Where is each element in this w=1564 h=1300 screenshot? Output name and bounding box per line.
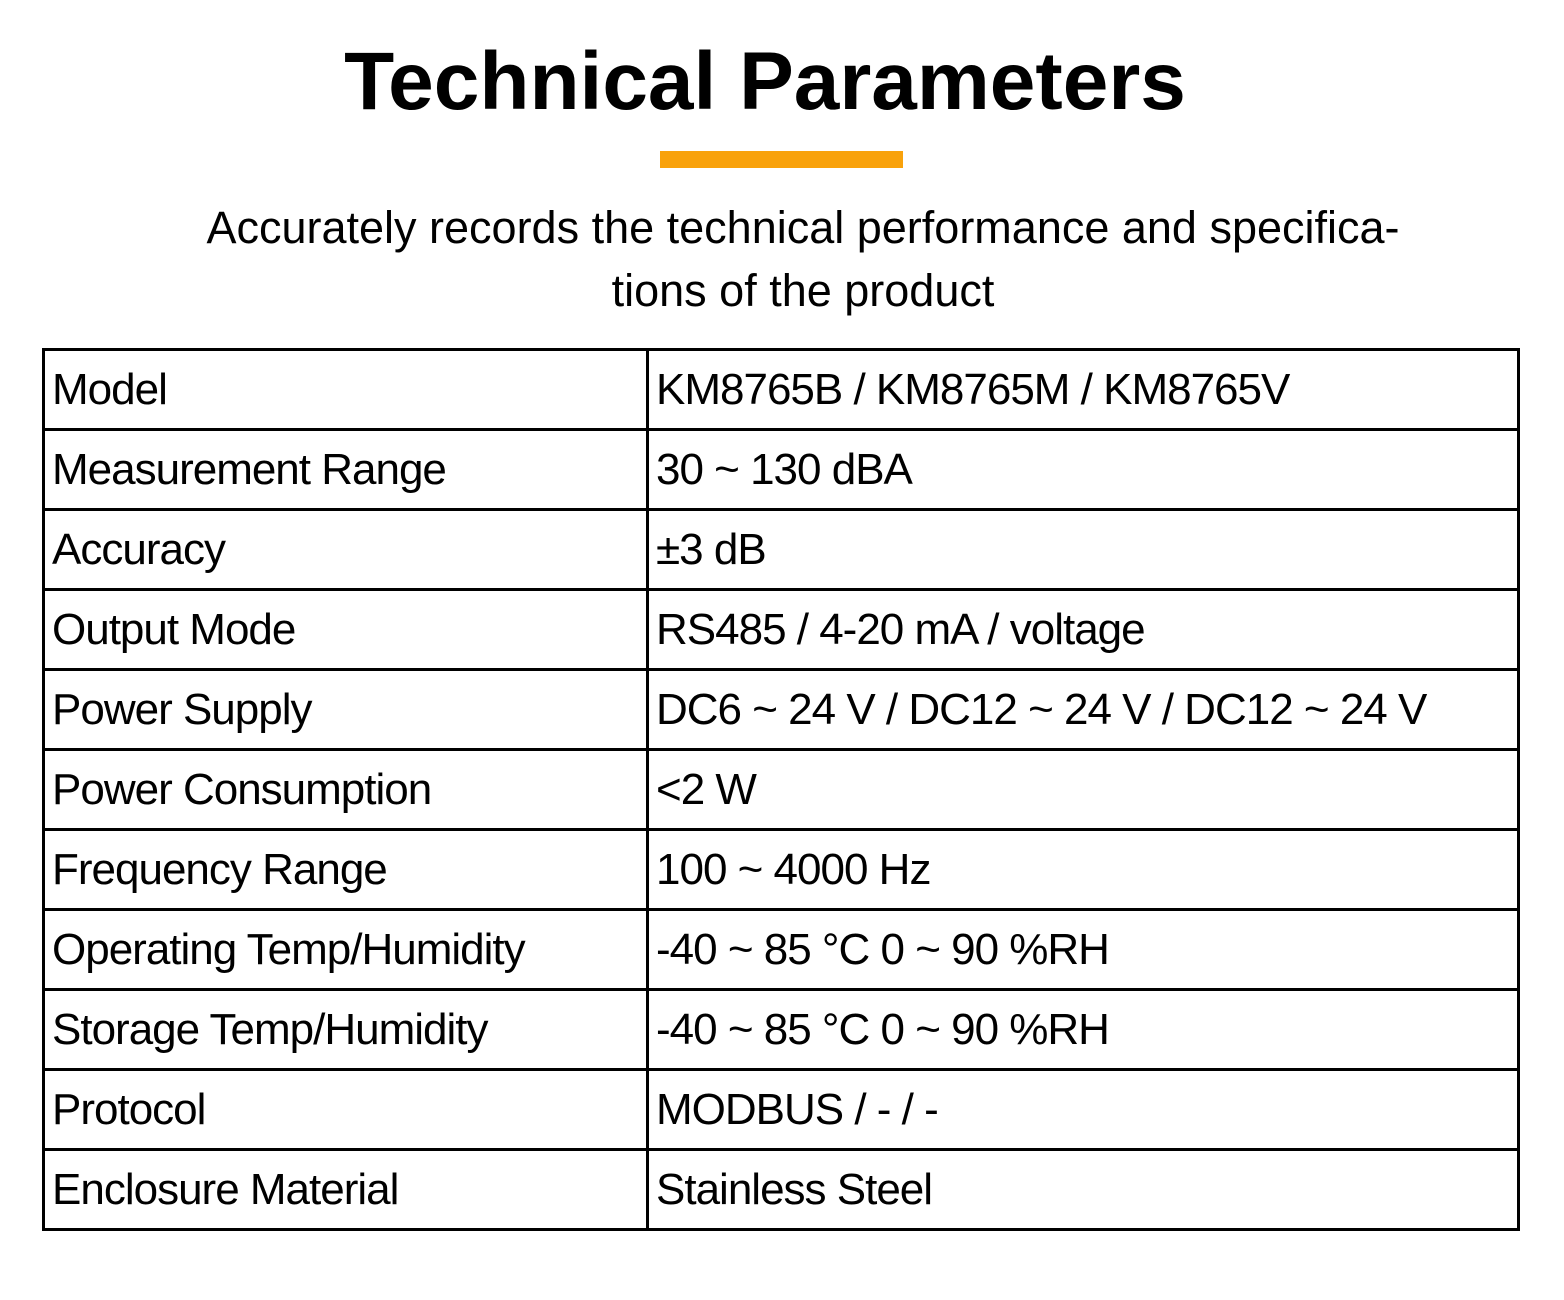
table-row: Operating Temp/Humidity -40 ~ 85 °C 0 ~ 9…	[42, 908, 1520, 991]
table-row: Power Supply DC6 ~ 24 V / DC12 ~ 24 V / D…	[42, 668, 1520, 751]
table-row: Enclosure Material Stainless Steel	[42, 1148, 1520, 1231]
subtitle-line: tions of the product	[611, 265, 995, 316]
table-row: Power Consumption <2 W	[42, 748, 1520, 831]
spec-value: ±3 dB	[646, 508, 1520, 591]
table-row: Accuracy ±3 dB	[42, 508, 1520, 591]
spec-value: DC6 ~ 24 V / DC12 ~ 24 V / DC12 ~ 24 V	[646, 668, 1520, 751]
accent-bar	[660, 151, 903, 168]
spec-label: Power Consumption	[42, 748, 649, 831]
subtitle-line: Accurately records the technical perform…	[206, 202, 1400, 253]
spec-label: Accuracy	[42, 508, 649, 591]
spec-value: <2 W	[646, 748, 1520, 831]
table-row: Model KM8765B / KM8765M / KM8765V	[42, 348, 1520, 431]
table-row: Frequency Range 100 ~ 4000 Hz	[42, 828, 1520, 911]
spec-label: Power Supply	[42, 668, 649, 751]
spec-table: Model KM8765B / KM8765M / KM8765V Measurem…	[42, 348, 1520, 1231]
spec-value: -40 ~ 85 °C 0 ~ 90 %RH	[646, 988, 1520, 1071]
table-row: Measurement Range 30 ~ 130 dBA	[42, 428, 1520, 511]
spec-label: Model	[42, 348, 649, 431]
spec-value: MODBUS / - / -	[646, 1068, 1520, 1151]
subtitle: Accurately records the technical perform…	[0, 196, 1564, 322]
spec-value: KM8765B / KM8765M / KM8765V	[646, 348, 1520, 431]
spec-value: 100 ~ 4000 Hz	[646, 828, 1520, 911]
spec-value: Stainless Steel	[646, 1148, 1520, 1231]
spec-label: Measurement Range	[42, 428, 649, 511]
spec-label: Storage Temp/Humidity	[42, 988, 649, 1071]
spec-label: Protocol	[42, 1068, 649, 1151]
spec-value: -40 ~ 85 °C 0 ~ 90 %RH	[646, 908, 1520, 991]
spec-value: RS485 / 4-20 mA / voltage	[646, 588, 1520, 671]
spec-value: 30 ~ 130 dBA	[646, 428, 1520, 511]
spec-label: Operating Temp/Humidity	[42, 908, 649, 991]
table-row: Protocol MODBUS / - / -	[42, 1068, 1520, 1151]
spec-label: Enclosure Material	[42, 1148, 649, 1231]
spec-label: Output Mode	[42, 588, 649, 671]
title: Technical Parameters	[344, 36, 1186, 127]
spec-label: Frequency Range	[42, 828, 649, 911]
table-row: Output Mode RS485 / 4-20 mA / voltage	[42, 588, 1520, 671]
table-row: Storage Temp/Humidity -40 ~ 85 °C 0 ~ 90 …	[42, 988, 1520, 1071]
